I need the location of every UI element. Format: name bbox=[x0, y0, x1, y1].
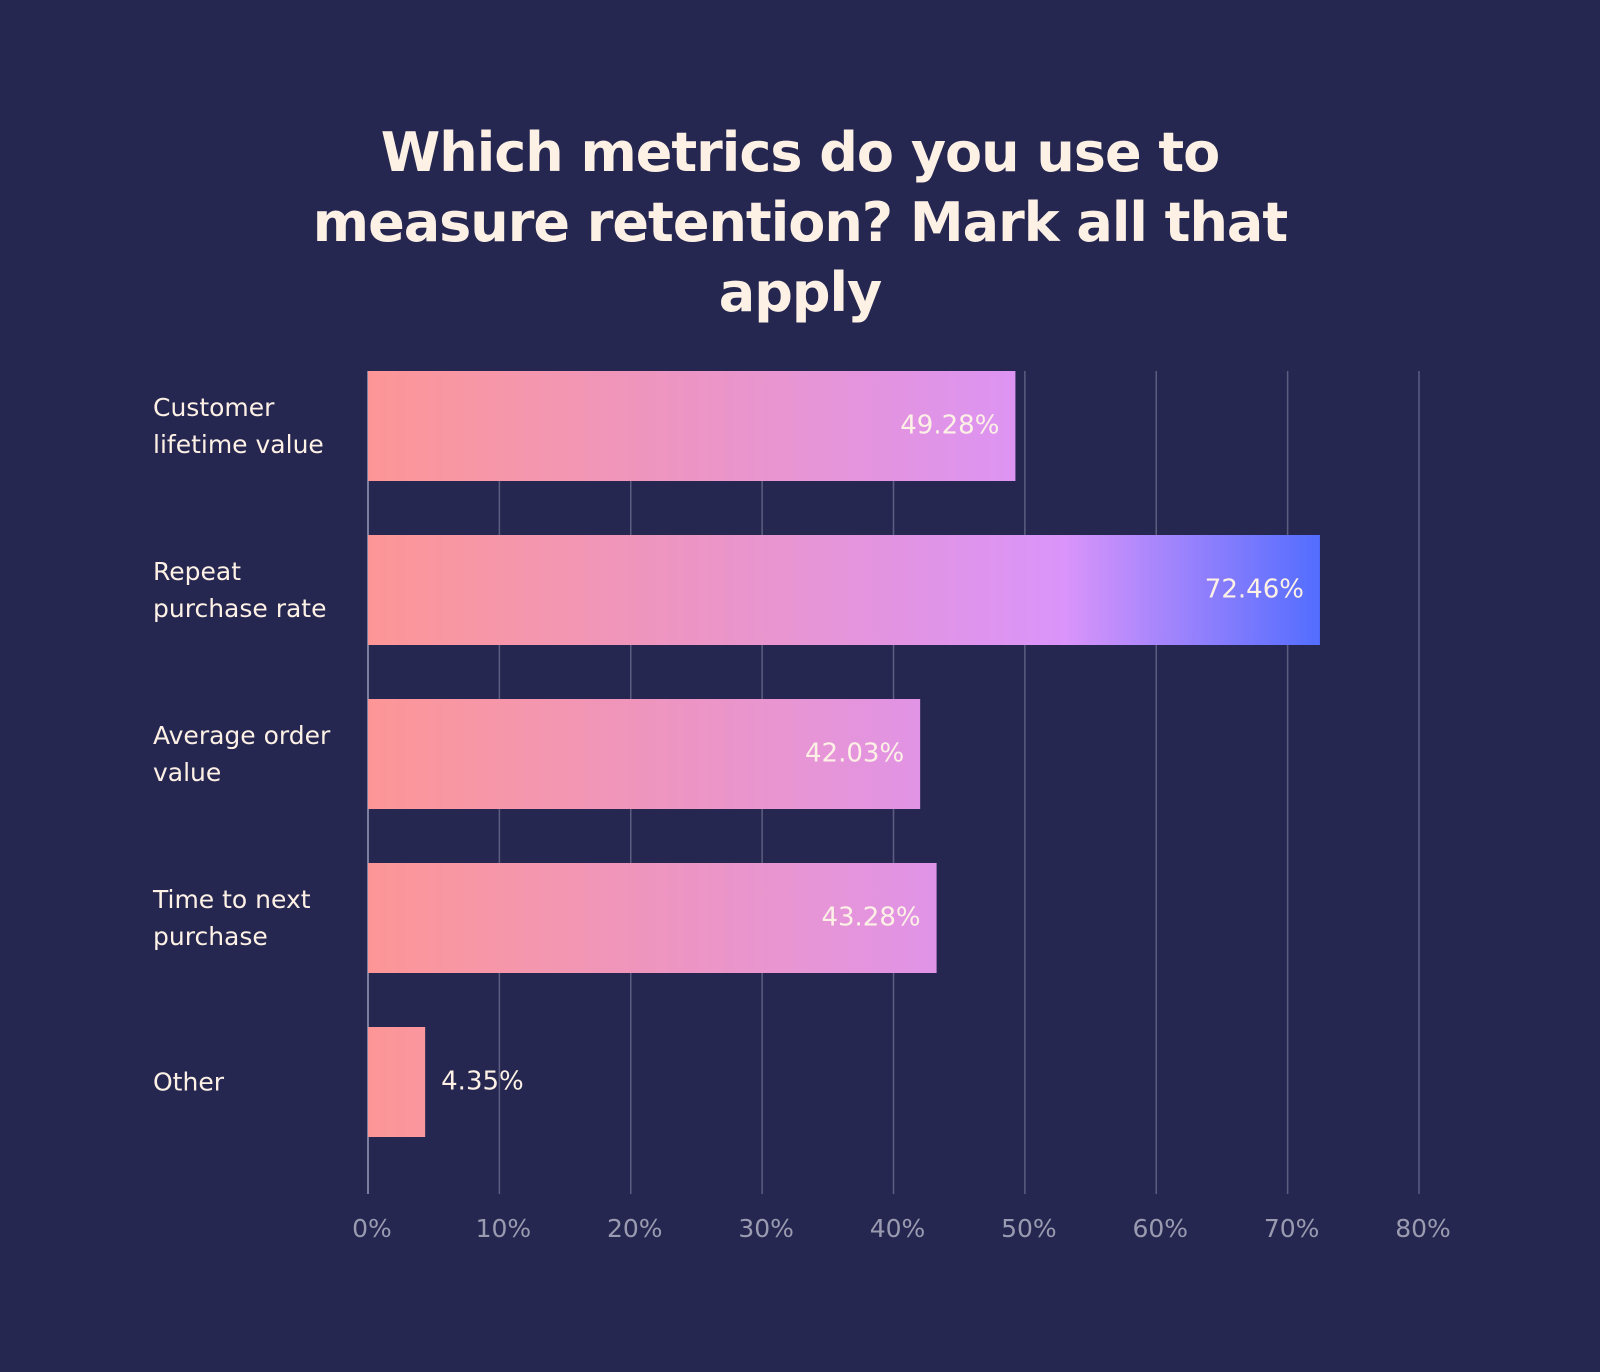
x-tick-label: 40% bbox=[870, 1214, 926, 1243]
x-tick-label: 60% bbox=[1132, 1214, 1188, 1243]
category-label: Other bbox=[153, 1067, 224, 1097]
value-label: 49.28% bbox=[900, 411, 999, 441]
bar bbox=[368, 1027, 426, 1137]
x-tick-label: 50% bbox=[1001, 1214, 1057, 1243]
x-tick-label: 80% bbox=[1395, 1214, 1451, 1243]
category-label: Customer lifetime value bbox=[153, 393, 324, 459]
category-label: Average order value bbox=[153, 721, 331, 787]
x-tick-label: 30% bbox=[738, 1214, 794, 1243]
category-label: Time to next purchase bbox=[153, 885, 311, 951]
bar bbox=[368, 863, 937, 973]
value-label: 72.46% bbox=[1205, 575, 1304, 605]
x-tick-label: 20% bbox=[607, 1214, 663, 1243]
chart-title: Which metrics do you use to measure rete… bbox=[312, 121, 1288, 324]
value-label: 42.03% bbox=[805, 739, 904, 769]
x-tick-label: 10% bbox=[476, 1214, 532, 1243]
bar bbox=[368, 699, 921, 809]
value-label: 43.28% bbox=[821, 903, 920, 933]
x-tick-label: 70% bbox=[1264, 1214, 1320, 1243]
bar bbox=[368, 371, 1016, 481]
bar bbox=[368, 535, 1320, 645]
x-tick-label: 0% bbox=[352, 1214, 392, 1243]
value-label: 4.35% bbox=[441, 1067, 524, 1097]
category-label: Repeat purchase rate bbox=[153, 557, 327, 623]
